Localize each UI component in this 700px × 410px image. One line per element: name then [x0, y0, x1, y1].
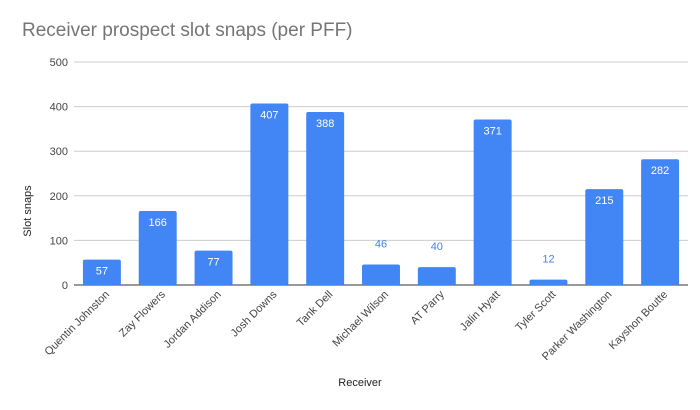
y-tick-label: 200 — [50, 191, 68, 203]
data-label: 77 — [207, 257, 219, 269]
x-tick-label: Jalin Hyatt — [458, 289, 503, 334]
bar — [194, 250, 233, 285]
x-tick-label: Zay Flowers — [117, 288, 168, 339]
data-label: 215 — [595, 195, 613, 207]
data-label: 46 — [375, 238, 387, 250]
bar — [585, 189, 624, 285]
y-tick-label: 100 — [50, 235, 68, 247]
y-tick-label: 500 — [50, 57, 68, 69]
bar — [250, 103, 289, 285]
bar — [362, 264, 400, 285]
y-axis-title: Slot snaps — [22, 185, 34, 237]
bar — [306, 111, 345, 286]
y-tick-label: 0 — [62, 280, 68, 292]
bar — [417, 267, 456, 285]
x-tick-label: Michael Wilson — [330, 289, 391, 350]
x-tick-label: Kayshon Boutte — [607, 289, 670, 352]
y-tick-label: 300 — [50, 146, 68, 158]
data-label: 166 — [149, 217, 167, 229]
data-label: 407 — [260, 109, 278, 121]
data-label: 388 — [316, 118, 334, 130]
chart-title: Receiver prospect slot snaps (per PFF) — [22, 20, 353, 41]
data-label: 371 — [483, 126, 501, 138]
bar — [82, 259, 121, 285]
data-label: 12 — [542, 254, 554, 266]
x-axis-title: Receiver — [338, 377, 382, 389]
bar — [641, 159, 680, 285]
bar — [529, 279, 568, 285]
x-tick-label: Tank Dell — [295, 289, 335, 329]
x-tick-label: Jordan Addison — [162, 289, 224, 351]
y-tick-label: 400 — [50, 102, 68, 114]
data-label: 40 — [431, 241, 443, 253]
data-label: 282 — [651, 165, 669, 177]
x-tick-label: Tyler Scott — [513, 289, 558, 334]
x-tick-label: AT Parry — [408, 288, 447, 327]
bar — [138, 210, 177, 285]
x-tick-label: Josh Downs — [229, 288, 280, 339]
bar — [473, 119, 512, 285]
data-label: 57 — [96, 266, 108, 278]
x-tick-label: Quentin Johnston — [43, 289, 112, 358]
